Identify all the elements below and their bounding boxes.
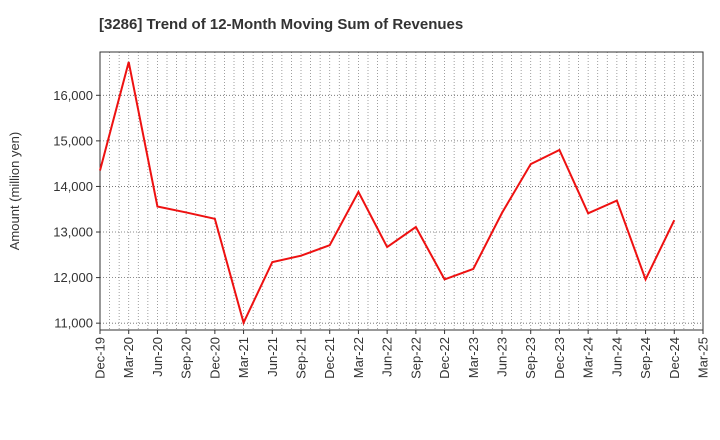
y-tick-label: 15,000	[53, 133, 93, 148]
x-tick-label: Dec-23	[552, 337, 567, 379]
x-tick-label: Jun-23	[495, 337, 510, 377]
y-tick-label: 13,000	[53, 225, 93, 240]
series-layer	[99, 61, 676, 326]
x-tick-label: Mar-25	[696, 337, 711, 378]
y-tick-label: 14,000	[53, 179, 93, 194]
axis-ticks: 11,000 12,000 13,000 14,000 15,000 16,000 Dec-…	[53, 88, 710, 379]
x-tick-label: Mar-21	[236, 337, 251, 378]
x-tick-label: Dec-19	[93, 337, 108, 379]
x-tick-label: Mar-24	[581, 337, 596, 378]
chart-title: [3286] Trend of 12-Month Moving Sum of R…	[99, 16, 464, 33]
x-tick-label: Mar-23	[466, 337, 481, 378]
plot-frame	[99, 51, 704, 331]
x-tick-label: Dec-21	[322, 337, 337, 379]
x-tick-label: Dec-24	[667, 337, 682, 379]
x-tick-label: Sep-21	[294, 337, 309, 379]
x-tick-label: Dec-22	[437, 337, 452, 379]
x-tick-label: Jun-20	[150, 337, 165, 377]
y-tick-label: 16,000	[53, 88, 93, 103]
y-tick-label: 12,000	[53, 270, 93, 285]
x-tick-label: Sep-23	[523, 337, 538, 379]
x-tick-label: Mar-20	[121, 337, 136, 378]
x-tick-label: Sep-20	[179, 337, 194, 379]
y-tick-label: 11,000	[54, 316, 93, 331]
series-line	[99, 61, 676, 326]
y-axis-label: Amount (million yen)	[7, 132, 22, 251]
x-tick-label: Jun-21	[265, 337, 280, 377]
x-tick-label: Sep-24	[638, 337, 653, 379]
x-tick-label: Mar-22	[351, 337, 366, 378]
x-tick-label: Jun-24	[609, 337, 624, 377]
grid-lines	[100, 52, 703, 330]
x-tick-label: Sep-22	[408, 337, 423, 379]
x-tick-label: Dec-20	[207, 337, 222, 379]
x-tick-label: Jun-22	[380, 337, 395, 377]
